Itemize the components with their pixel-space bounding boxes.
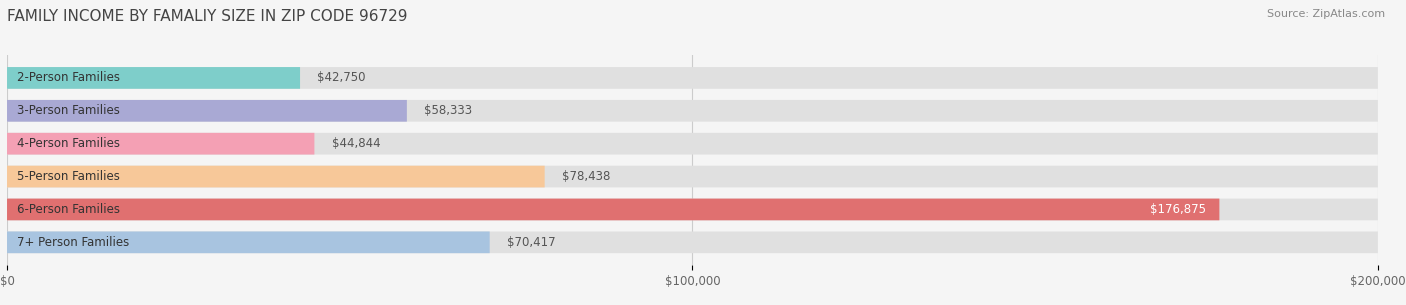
Text: $44,844: $44,844 xyxy=(332,137,380,150)
FancyBboxPatch shape xyxy=(7,133,315,155)
Text: 3-Person Families: 3-Person Families xyxy=(17,104,120,117)
FancyBboxPatch shape xyxy=(7,199,1378,220)
FancyBboxPatch shape xyxy=(7,231,1378,253)
Text: 2-Person Families: 2-Person Families xyxy=(17,71,121,84)
Text: Source: ZipAtlas.com: Source: ZipAtlas.com xyxy=(1267,9,1385,19)
FancyBboxPatch shape xyxy=(7,67,1378,89)
Text: $58,333: $58,333 xyxy=(425,104,472,117)
Text: $176,875: $176,875 xyxy=(1150,203,1206,216)
FancyBboxPatch shape xyxy=(7,166,1378,187)
FancyBboxPatch shape xyxy=(7,100,406,122)
FancyBboxPatch shape xyxy=(7,100,1378,122)
Text: $42,750: $42,750 xyxy=(318,71,366,84)
Text: 7+ Person Families: 7+ Person Families xyxy=(17,236,129,249)
Text: $78,438: $78,438 xyxy=(562,170,610,183)
FancyBboxPatch shape xyxy=(7,166,544,187)
FancyBboxPatch shape xyxy=(7,231,489,253)
FancyBboxPatch shape xyxy=(7,199,1219,220)
Text: FAMILY INCOME BY FAMALIY SIZE IN ZIP CODE 96729: FAMILY INCOME BY FAMALIY SIZE IN ZIP COD… xyxy=(7,9,408,24)
Text: 6-Person Families: 6-Person Families xyxy=(17,203,121,216)
FancyBboxPatch shape xyxy=(7,133,1378,155)
Text: $70,417: $70,417 xyxy=(506,236,555,249)
Text: 4-Person Families: 4-Person Families xyxy=(17,137,121,150)
FancyBboxPatch shape xyxy=(7,67,299,89)
Text: 5-Person Families: 5-Person Families xyxy=(17,170,120,183)
